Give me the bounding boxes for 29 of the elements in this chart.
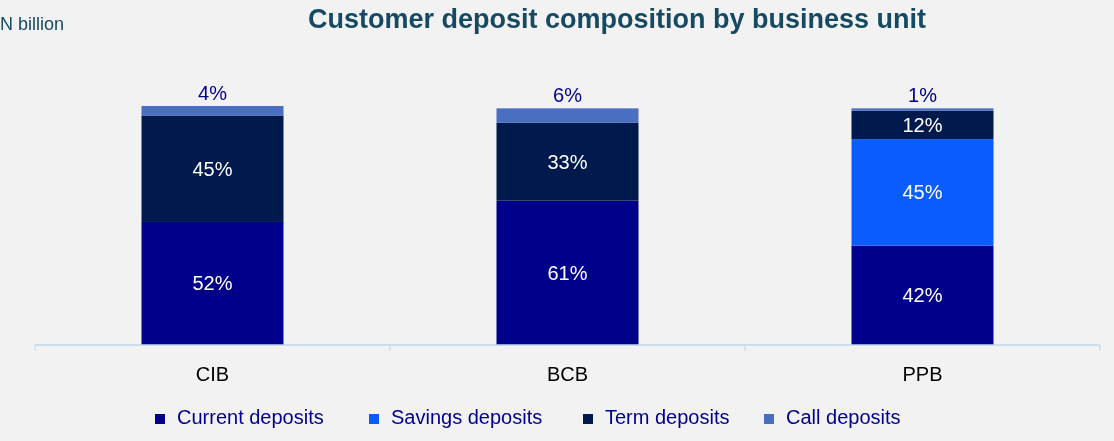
bar	[496, 108, 639, 123]
data-label: 33%	[547, 150, 588, 173]
bar	[496, 200, 639, 345]
legend-label: Current deposits	[177, 406, 324, 428]
data-label: 4%	[198, 82, 228, 104]
data-label: 42%	[902, 284, 943, 307]
legend-label: Savings deposits	[391, 406, 543, 428]
y-axis-title: N billion	[0, 14, 65, 34]
bar	[496, 122, 639, 201]
legend-label: Term deposits	[605, 406, 730, 428]
x-tick-label: PPB	[902, 363, 943, 385]
bar	[851, 139, 994, 246]
data-label: 6%	[553, 84, 583, 107]
bar	[141, 221, 284, 345]
data-label: 45%	[902, 181, 943, 204]
bar	[851, 110, 994, 140]
chart-title: Customer deposit composition by business unit	[307, 4, 927, 34]
bar	[141, 115, 284, 222]
legend-label: Call deposits	[786, 406, 901, 428]
x-tick-label: BCB	[546, 363, 589, 385]
bar	[851, 245, 994, 345]
data-label: 61%	[547, 261, 588, 284]
bar	[141, 106, 284, 116]
data-label: 45%	[192, 157, 233, 180]
bar	[851, 108, 994, 111]
data-label: 12%	[902, 113, 943, 136]
data-label: 52%	[192, 272, 233, 295]
x-tick-label: CIB	[195, 363, 230, 385]
data-label: 1%	[908, 84, 938, 107]
